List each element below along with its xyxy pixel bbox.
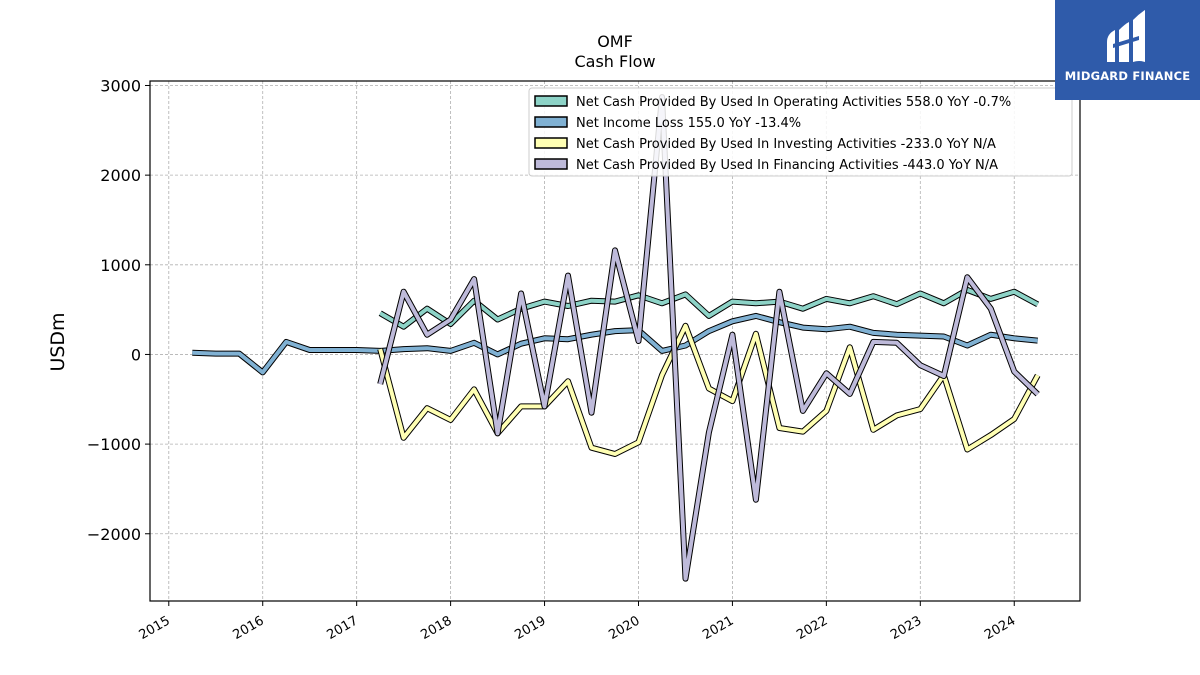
- x-tick-label: 2016: [231, 613, 267, 643]
- x-tick-label: 2017: [325, 613, 361, 643]
- y-tick-label: −2000: [87, 525, 141, 544]
- series-lines: [192, 94, 1041, 582]
- brand-logo: MIDGARD FINANCE: [1055, 0, 1200, 100]
- x-tick-label: 2022: [794, 613, 830, 643]
- y-tick-label: 3000: [100, 76, 141, 95]
- x-tick-label: 2024: [982, 613, 1018, 643]
- chart-subtitle: Cash Flow: [574, 52, 655, 71]
- y-tick-label: −1000: [87, 435, 141, 454]
- x-tick-label: 2020: [606, 613, 642, 643]
- series-line: [379, 287, 1039, 329]
- chart-title: OMF: [597, 32, 633, 51]
- legend-entry: Net Cash Provided By Used In Investing A…: [576, 137, 996, 152]
- legend-swatch: [534, 158, 568, 170]
- logo-text: MIDGARD FINANCE: [1064, 69, 1191, 83]
- legend-entry: Net Cash Provided By Used In Financing A…: [576, 158, 998, 173]
- legend-swatch: [534, 137, 568, 149]
- y-tick-label: 2000: [100, 166, 141, 185]
- x-tick-label: 2019: [512, 613, 548, 643]
- legend-swatch: [534, 95, 568, 107]
- x-tick-label: 2018: [418, 613, 454, 643]
- legend: Net Cash Provided By Used In Operating A…: [528, 87, 1073, 177]
- y-tick-label: 1000: [100, 256, 141, 275]
- y-axis-label: USDm: [47, 312, 69, 371]
- y-tick-label: 0: [131, 345, 141, 364]
- x-tick-label: 2021: [700, 613, 736, 643]
- series-line: [378, 323, 1040, 456]
- series-line-outline: [192, 312, 1038, 376]
- legend-box: [528, 87, 1073, 177]
- legend-entry: Net Cash Provided By Used In Operating A…: [576, 95, 1011, 110]
- logo-mark-icon: [1107, 10, 1145, 62]
- x-tick-label: 2023: [888, 613, 924, 643]
- plot-frame: [149, 80, 1081, 602]
- series-line: [378, 95, 1040, 581]
- x-tick-label: 2015: [137, 613, 173, 643]
- legend-entry: Net Income Loss 155.0 YoY -13.4%: [576, 116, 801, 131]
- legend-swatch: [534, 116, 568, 128]
- series-line: [192, 313, 1038, 375]
